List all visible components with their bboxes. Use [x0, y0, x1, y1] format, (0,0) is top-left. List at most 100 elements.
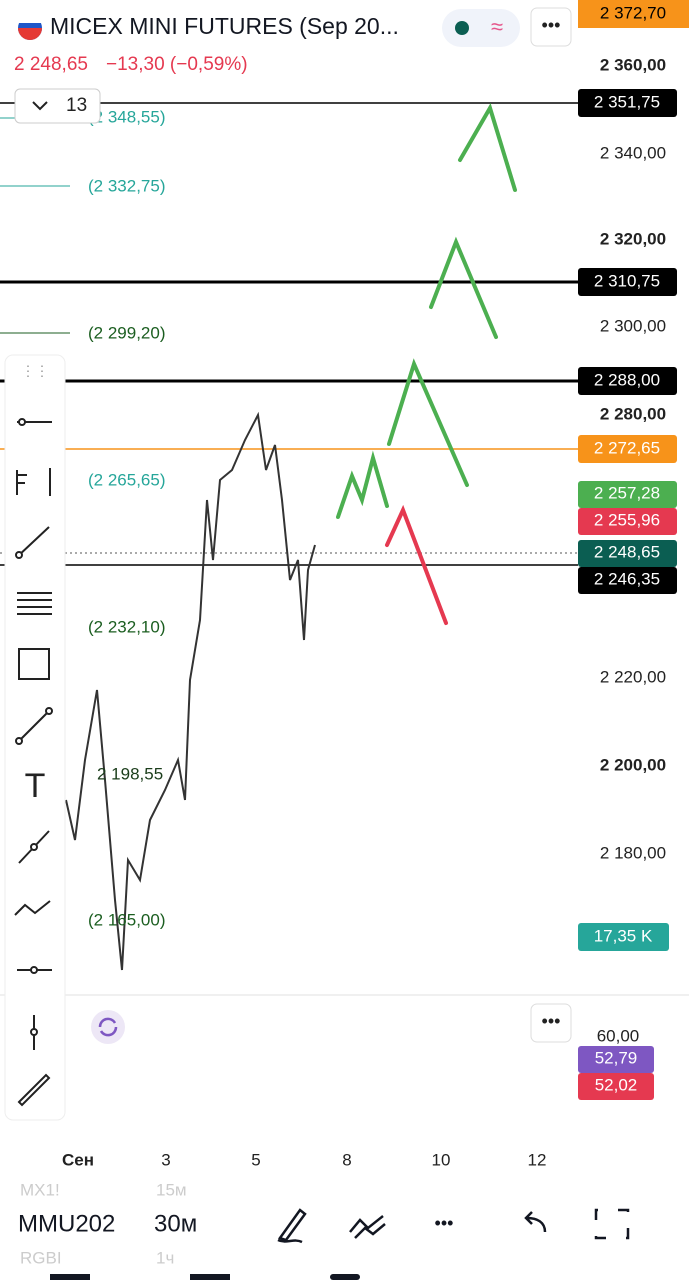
price-axis-label: 2 340,00: [600, 143, 666, 162]
sync-button[interactable]: [91, 1010, 125, 1044]
decoration: [578, 0, 689, 28]
next-symbol[interactable]: RGBI: [20, 1248, 62, 1267]
decoration: [30, 966, 38, 974]
decoration: [330, 1274, 360, 1280]
decoration: [578, 540, 677, 567]
drawing-toolbar: ⋮⋮ T: [4, 354, 66, 1121]
x-axis-label: 12: [528, 1150, 547, 1169]
decoration: [4, 354, 66, 1121]
x-axis-label: 8: [342, 1150, 351, 1169]
price-axis-label: 2 180,00: [600, 843, 666, 862]
price-tag: 2 310,75: [594, 271, 660, 290]
decoration: [45, 707, 53, 715]
price-tag: 2 246,35: [594, 569, 660, 588]
decoration: [455, 21, 469, 35]
price-axis-label: 2 280,00: [600, 404, 666, 423]
decoration: •••: [435, 1213, 454, 1233]
decoration: [16, 468, 51, 496]
decoration: [18, 710, 50, 742]
decoration: [18, 648, 50, 680]
price-axis-label: 2 320,00: [600, 229, 666, 248]
decoration: [524, 1211, 547, 1233]
decoration: •••: [542, 1011, 561, 1031]
oscillator-value: 52,02: [595, 1075, 638, 1094]
decoration: •••: [542, 15, 561, 35]
interval-dropdown[interactable]: [14, 88, 101, 124]
price-axis-label: 2 300,00: [600, 316, 666, 335]
prev-symbol[interactable]: MX1!: [20, 1180, 60, 1199]
volume-tag: 17,35 K: [594, 926, 653, 945]
decoration: [336, 450, 389, 519]
decoration: [30, 843, 38, 851]
level-label: (2 348,55): [88, 107, 166, 126]
price-tag: 2 288,00: [594, 370, 660, 389]
decoration: [98, 1017, 118, 1037]
price-axis-label: 2 360,00: [600, 55, 666, 74]
decoration: [18, 418, 26, 426]
decoration: [50, 1274, 90, 1280]
drawn-zigzags: [336, 103, 517, 625]
x-axis-label: 5: [251, 1150, 260, 1169]
decoration: [578, 268, 677, 296]
decoration: T: [25, 767, 46, 805]
decoration: [578, 89, 677, 117]
decoration: [32, 101, 48, 111]
price-tag: 2 272,65: [594, 438, 660, 457]
pane-more-button[interactable]: [530, 1003, 572, 1043]
x-axis-label: Сен: [62, 1150, 94, 1169]
price-trace: [65, 411, 316, 971]
level-label: (2 165,00): [88, 910, 166, 929]
x-axis-label: 3: [161, 1150, 170, 1169]
level-label: (2 299,20): [88, 323, 166, 342]
price-tags: 2 372,70 2 351,75 2 310,75 2 288,00 2 27…: [578, 0, 689, 951]
last-price: 2 248,65: [14, 54, 88, 75]
decoration: [578, 435, 677, 463]
decoration: [15, 551, 23, 559]
level-label: (2 332,75): [88, 176, 166, 195]
decoration: [458, 103, 517, 192]
price-change: −13,30 (−0,59%): [106, 54, 248, 75]
decoration: [578, 567, 677, 594]
decoration: [18, 14, 42, 23]
interval-value: 13: [66, 95, 87, 116]
oscillator-value: 52,79: [595, 1048, 638, 1067]
decoration: [18, 28, 42, 40]
decoration: [429, 236, 498, 339]
decoration: [30, 1028, 38, 1036]
symbol[interactable]: MMU202: [18, 1210, 115, 1237]
level-label: 2 198,55: [97, 764, 163, 783]
price-tag: 2 351,75: [594, 92, 660, 111]
decoration: [387, 358, 469, 487]
timeframe[interactable]: 30м: [154, 1210, 197, 1237]
decoration: [578, 481, 677, 508]
decoration: [14, 900, 51, 916]
price-tag: 2 255,96: [594, 510, 660, 529]
decoration: [15, 737, 23, 745]
decoration: [190, 1274, 230, 1280]
level-label: (2 232,10): [88, 617, 166, 636]
next-timeframe[interactable]: 1ч: [156, 1248, 174, 1267]
decoration: ≈: [491, 14, 503, 39]
oscillator-axis-label: 60,00: [597, 1026, 640, 1045]
prev-timeframe[interactable]: 15м: [156, 1180, 187, 1199]
symbol-title[interactable]: MICEX MINI FUTURES (Sep 20...: [50, 13, 399, 39]
decoration: [349, 1215, 386, 1239]
more-button[interactable]: [530, 7, 572, 47]
bottom-icons[interactable]: •••: [277, 1208, 630, 1244]
decoration: [385, 504, 448, 625]
decoration: [594, 1208, 630, 1240]
decoration: [578, 367, 677, 395]
price-tag: 2 372,70: [600, 3, 666, 22]
decoration: [578, 508, 677, 535]
decoration: [578, 1073, 654, 1100]
decoration: ⋮⋮: [21, 363, 49, 379]
price-axis-label: 2 220,00: [600, 667, 666, 686]
decoration: [578, 1046, 654, 1073]
decoration: [578, 923, 669, 951]
x-axis-label: 10: [432, 1150, 451, 1169]
level-label: (2 265,65): [88, 470, 166, 489]
decoration: [277, 1208, 307, 1244]
price-tag: 2 257,28: [594, 483, 660, 502]
decoration: [16, 526, 50, 558]
status-pill[interactable]: [442, 9, 520, 47]
